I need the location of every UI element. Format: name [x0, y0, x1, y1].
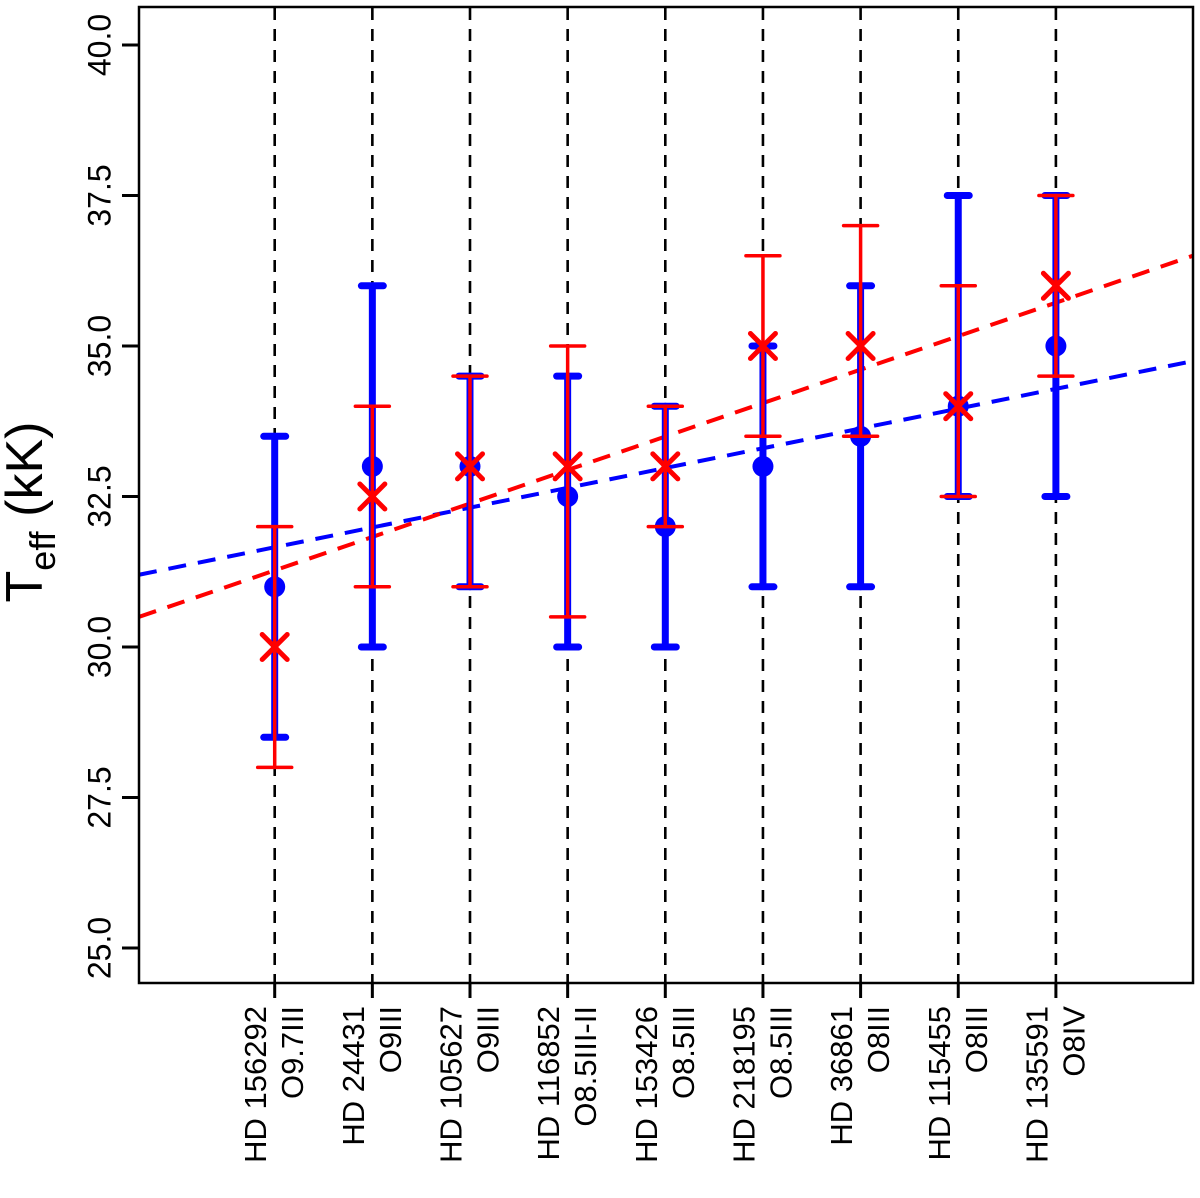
x-label-hd-group: HD 116852	[531, 1006, 566, 1161]
x-label-spt-group: O8III	[959, 1006, 994, 1073]
x-label-spt-group: O9III	[471, 1006, 506, 1073]
x-label-spt-group: O8.5III	[666, 1006, 701, 1099]
x-axis-label-hd: HD 153426	[629, 1006, 664, 1163]
y-tick-label-group: 35.0	[82, 315, 118, 377]
red-x-marker	[943, 391, 974, 422]
x-axis-label-spectral-type: O8III	[861, 1006, 896, 1073]
x-label-hd-group: HD 135591	[1019, 1006, 1054, 1163]
x-axis-label-hd: HD 218195	[726, 1006, 761, 1163]
y-tick-label: 32.5	[82, 465, 118, 527]
y-tick-label-group: 37.5	[82, 164, 118, 226]
x-label-hd-group: HD 36861	[824, 1006, 859, 1146]
x-axis-label-spectral-type: O8.5III	[763, 1006, 798, 1099]
x-label-spt-group: O8III	[861, 1006, 896, 1073]
x-axis-label-spectral-type: O9III	[471, 1006, 506, 1073]
red-x-marker	[357, 481, 388, 512]
red-x-marker	[650, 451, 681, 482]
red-x-marker	[1040, 270, 1071, 301]
blue-circle-marker	[752, 455, 774, 477]
y-tick-label-group: 30.0	[82, 616, 118, 678]
x-label-hd-group: HD 115455	[922, 1006, 957, 1161]
x-axis-label-spectral-type: O8III	[959, 1006, 994, 1073]
y-axis-title-group: Teff (kK)	[0, 422, 63, 603]
y-tick-label: 35.0	[82, 315, 118, 377]
y-tick-label: 30.0	[82, 616, 118, 678]
red-x-series-group	[255, 193, 1075, 770]
y-tick-label: 25.0	[82, 917, 118, 979]
x-label-spt-group: O8.5III-II	[568, 1006, 603, 1127]
x-label-hd-group: HD 153426	[629, 1006, 664, 1163]
x-axis-label-hd: HD 115455	[922, 1006, 957, 1161]
x-axis-label-hd: HD 36861	[824, 1006, 859, 1146]
red-x-marker	[259, 632, 290, 662]
x-axis-label-hd: HD 156292	[238, 1006, 273, 1163]
y-tick-label-group: 27.5	[82, 766, 118, 828]
x-label-hd-group: HD 24431	[336, 1006, 371, 1146]
red-x-marker	[747, 331, 778, 361]
x-label-spt-group: O9.7III	[275, 1006, 310, 1099]
y-tick-label-group: 32.5	[82, 465, 118, 527]
y-tick-label-group: 40.0	[82, 14, 118, 76]
y-tick-label: 40.0	[82, 14, 118, 76]
x-axis-label-hd: HD 24431	[336, 1006, 371, 1146]
x-axis-label-hd: HD 116852	[531, 1006, 566, 1161]
x-axis-label-hd: HD 105627	[434, 1006, 469, 1163]
x-label-spt-group: O9III	[373, 1006, 408, 1073]
red-x-marker	[455, 451, 485, 482]
x-axis-label-spectral-type: O8IV	[1056, 1006, 1091, 1077]
x-axis-label-spectral-type: O8.5III	[666, 1006, 701, 1099]
x-label-hd-group: HD 156292	[238, 1006, 273, 1163]
x-label-spt-group: O8.5III	[763, 1006, 798, 1099]
x-axis-label-spectral-type: O9.7III	[275, 1006, 310, 1099]
y-tick-label: 37.5	[82, 164, 118, 226]
red-x-marker	[552, 451, 583, 482]
y-axis-title: Teff (kK)	[0, 422, 63, 603]
x-label-spt-group: O8IV	[1056, 1006, 1091, 1077]
x-label-hd-group: HD 105627	[434, 1006, 469, 1163]
red-x-marker	[845, 331, 876, 361]
y-tick-label: 27.5	[82, 766, 118, 828]
x-axis-label-spectral-type: O8.5III-II	[568, 1006, 603, 1127]
x-axis-label-spectral-type: O9III	[373, 1006, 408, 1073]
plot-border	[137, 5, 1195, 985]
x-axis-label-hd: HD 135591	[1019, 1006, 1054, 1163]
x-label-hd-group: HD 218195	[726, 1006, 761, 1163]
y-tick-label-group: 25.0	[82, 917, 118, 979]
